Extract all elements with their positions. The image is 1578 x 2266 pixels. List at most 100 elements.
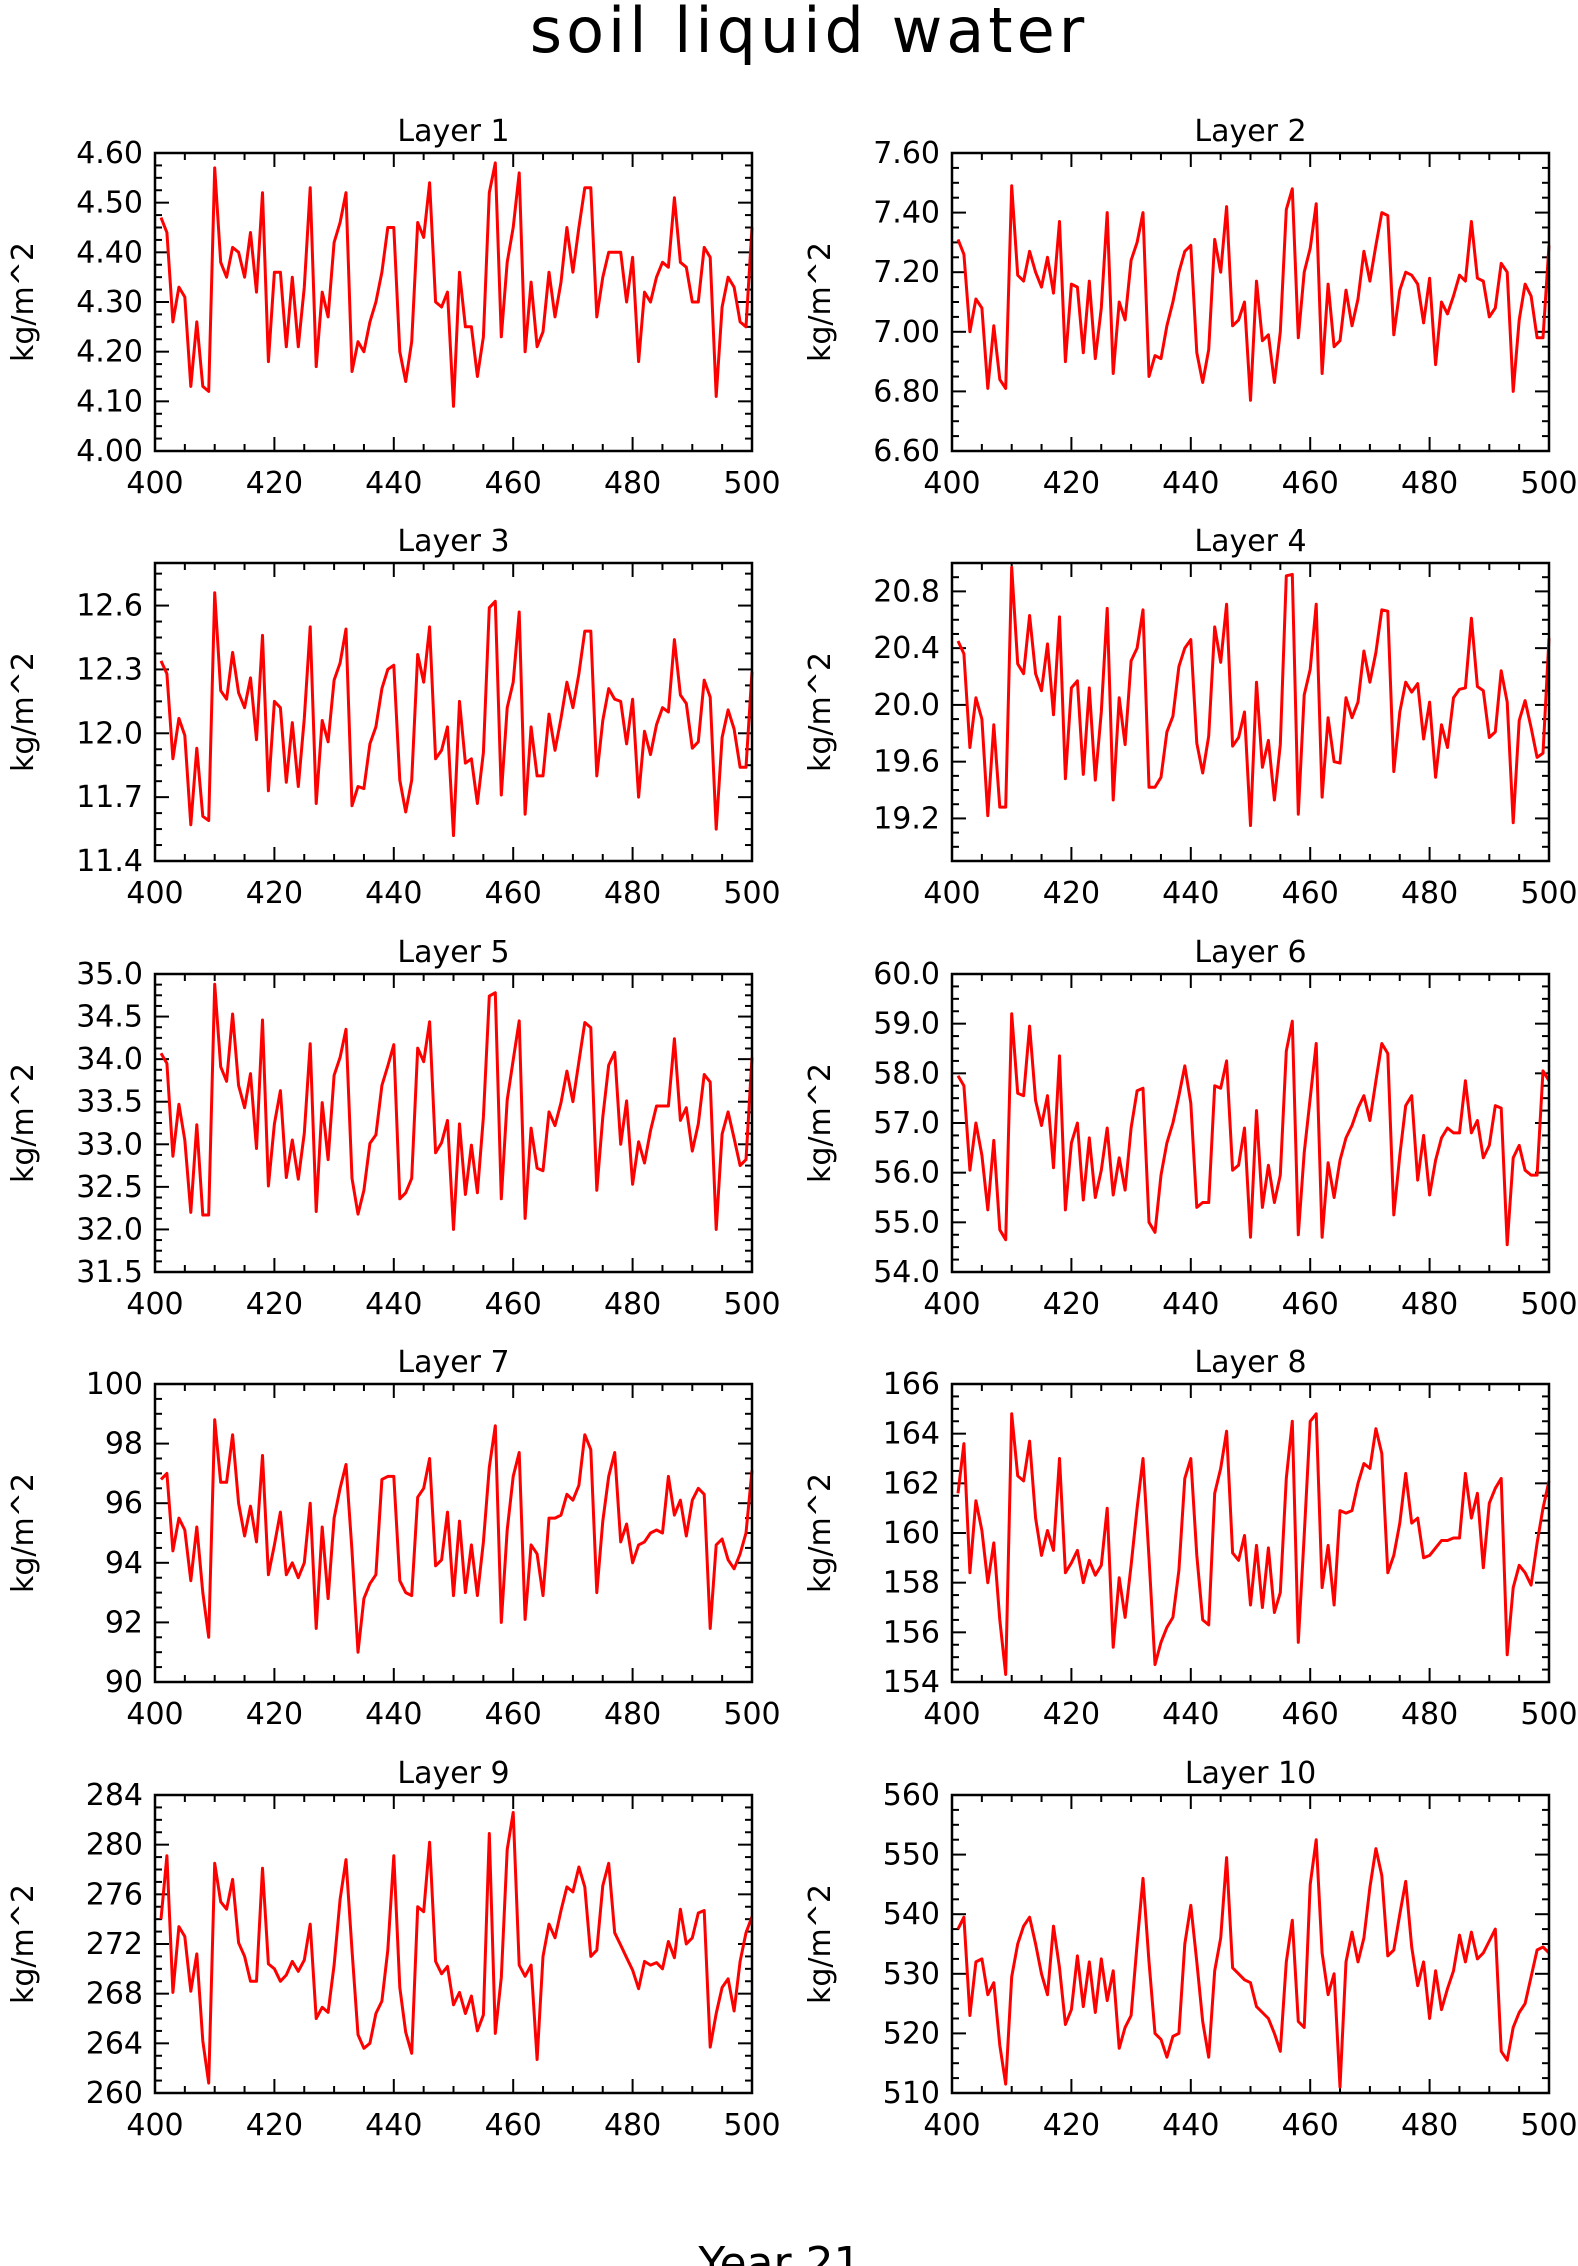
panel-title: Layer 4 <box>1194 524 1306 559</box>
x-tick-label: 440 <box>365 1697 422 1732</box>
y-tick-label: 6.60 <box>873 434 940 469</box>
plot-frame <box>950 561 1551 863</box>
x-tick-label: 440 <box>365 466 422 501</box>
x-tick-label: 460 <box>485 1287 542 1322</box>
y-tick-label: 32.5 <box>76 1170 143 1205</box>
y-tick-label: 33.0 <box>76 1127 143 1162</box>
plot-frame <box>950 1382 1551 1684</box>
y-tick-label: 4.20 <box>76 335 143 370</box>
x-tick-label: 400 <box>923 876 980 911</box>
x-tick-label: 420 <box>1043 1697 1100 1732</box>
y-tick-label: 31.5 <box>76 1255 143 1290</box>
x-tick-label: 460 <box>485 1697 542 1732</box>
y-axis-label: kg/m^2 <box>803 242 838 362</box>
x-tick-label: 420 <box>1043 876 1100 911</box>
series-line <box>159 1418 754 1654</box>
x-tick-label: 440 <box>1162 1287 1219 1322</box>
y-tick-label: 4.30 <box>76 285 143 320</box>
y-tick-label: 154 <box>883 1665 940 1700</box>
y-tick-label: 4.00 <box>76 434 143 469</box>
x-tick-label: 500 <box>1520 466 1577 501</box>
y-tick-label: 59.0 <box>873 1007 940 1042</box>
y-tick-label: 98 <box>105 1427 143 1462</box>
y-tick-label: 19.6 <box>873 745 940 780</box>
y-axis-label: kg/m^2 <box>803 1884 838 2004</box>
panel-layer-6: Layer 6 kg/m^2 400 420 440 460 480 500 54.0 55.0 5… <box>803 935 1578 1322</box>
x-tick-label: 500 <box>723 466 780 501</box>
y-tick-label: 520 <box>883 2016 940 2051</box>
x-tick-label: 420 <box>1043 1287 1100 1322</box>
y-tick-label: 7.00 <box>873 315 940 350</box>
x-tick-label: 440 <box>365 2108 422 2143</box>
y-tick-label: 7.60 <box>873 136 940 171</box>
y-axis-label: kg/m^2 <box>6 1473 41 1593</box>
y-tick-label: 156 <box>883 1615 940 1650</box>
y-tick-label: 56.0 <box>873 1156 940 1191</box>
y-tick-label: 7.40 <box>873 196 940 231</box>
y-tick-label: 19.2 <box>873 801 940 836</box>
y-axis-label: kg/m^2 <box>803 1063 838 1183</box>
series-line <box>956 1012 1551 1247</box>
x-tick-label: 440 <box>365 1287 422 1322</box>
x-tick-label: 500 <box>1520 1697 1577 1732</box>
x-tick-label: 420 <box>246 466 303 501</box>
x-tick-label: 480 <box>604 466 661 501</box>
x-tick-label: 460 <box>485 466 542 501</box>
x-tick-label: 400 <box>126 876 183 911</box>
y-tick-label: 12.0 <box>76 716 143 751</box>
series-line <box>956 1838 1551 2089</box>
y-axis-label: kg/m^2 <box>803 652 838 772</box>
series-line <box>159 982 754 1231</box>
x-tick-label: 420 <box>246 876 303 911</box>
y-axis-label: kg/m^2 <box>6 1884 41 2004</box>
x-tick-label: 500 <box>1520 876 1577 911</box>
panel-layer-1: Layer 1 kg/m^2 400 420 440 460 480 500 4.00 4.10 4… <box>6 114 781 501</box>
y-tick-label: 6.80 <box>873 374 940 409</box>
y-tick-label: 94 <box>105 1546 143 1581</box>
y-tick-label: 510 <box>883 2076 940 2111</box>
x-tick-label: 500 <box>723 876 780 911</box>
panel-title: Layer 3 <box>397 524 509 559</box>
y-tick-label: 550 <box>883 1838 940 1873</box>
panel-layer-4: Layer 4 kg/m^2 400 420 440 460 480 500 19.2 19.6 2… <box>803 524 1578 911</box>
y-tick-label: 284 <box>86 1778 143 1813</box>
panel-title: Layer 8 <box>1194 1345 1306 1380</box>
y-axis-label: kg/m^2 <box>6 242 41 362</box>
y-tick-label: 20.4 <box>873 631 940 666</box>
series-line <box>956 1412 1551 1676</box>
y-tick-label: 20.8 <box>873 574 940 609</box>
y-tick-label: 280 <box>86 1828 143 1863</box>
plot-frame <box>153 1382 754 1684</box>
x-tick-label: 440 <box>1162 466 1219 501</box>
panel-layer-8: Layer 8 kg/m^2 400 420 440 460 480 500 154 156 158… <box>803 1345 1578 1732</box>
plot-frame <box>950 151 1551 453</box>
x-tick-label: 480 <box>1401 466 1458 501</box>
x-tick-label: 420 <box>246 2108 303 2143</box>
y-tick-label: 11.7 <box>76 780 143 815</box>
y-tick-label: 4.40 <box>76 235 143 270</box>
y-tick-label: 160 <box>883 1516 940 1551</box>
panel-layer-3: Layer 3 kg/m^2 400 420 440 460 480 500 11.4 11.7 1… <box>6 524 781 911</box>
y-tick-label: 4.10 <box>76 384 143 419</box>
series-line <box>159 161 754 408</box>
y-tick-label: 100 <box>86 1367 143 1402</box>
x-tick-label: 400 <box>923 1697 980 1732</box>
y-tick-label: 34.5 <box>76 1000 143 1035</box>
panel-layer-2: Layer 2 kg/m^2 400 420 440 460 480 500 6.60 6.80 7… <box>803 114 1578 501</box>
y-tick-label: 164 <box>883 1417 940 1452</box>
y-tick-label: 32.0 <box>76 1212 143 1247</box>
x-tick-label: 480 <box>604 1287 661 1322</box>
series-line <box>159 1810 754 2085</box>
y-tick-label: 7.20 <box>873 255 940 290</box>
x-tick-label: 480 <box>1401 1697 1458 1732</box>
x-tick-label: 480 <box>1401 1287 1458 1322</box>
plot-frame <box>153 1793 754 2095</box>
x-tick-label: 480 <box>604 876 661 911</box>
y-tick-label: 158 <box>883 1566 940 1601</box>
x-tick-label: 420 <box>246 1287 303 1322</box>
panel-layer-10: Layer 10 kg/m^2 400 420 440 460 480 500 510 520 53… <box>803 1756 1578 2143</box>
panel-title: Layer 10 <box>1185 1756 1316 1791</box>
series-line <box>956 184 1551 402</box>
figure-title: soil liquid water <box>530 0 1088 67</box>
panel-title: Layer 5 <box>397 935 509 970</box>
